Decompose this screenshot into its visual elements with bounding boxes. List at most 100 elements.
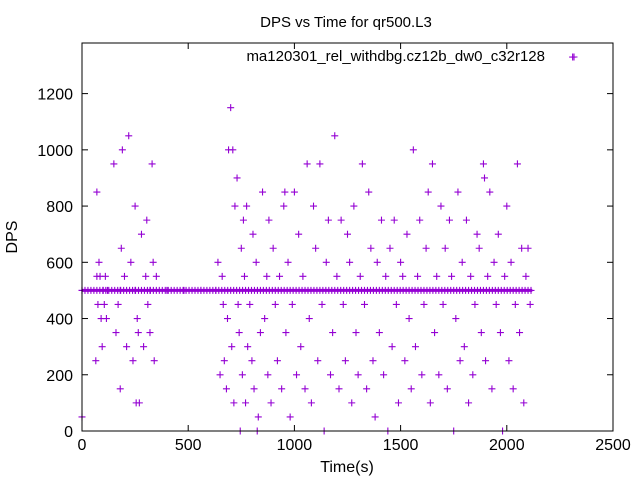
data-point	[318, 300, 326, 308]
data-point	[494, 230, 502, 238]
data-point	[431, 329, 439, 337]
data-point	[341, 357, 349, 365]
data-point	[394, 399, 402, 407]
data-point	[380, 371, 388, 379]
data-point	[520, 399, 528, 407]
data-point	[117, 244, 125, 252]
data-point	[375, 329, 383, 337]
data-point	[503, 202, 511, 210]
data-point	[242, 399, 250, 407]
data-point	[358, 160, 366, 168]
data-point	[281, 188, 289, 196]
data-point	[403, 230, 411, 238]
data-point	[263, 272, 271, 280]
data-point	[163, 286, 171, 294]
data-point	[131, 286, 139, 294]
data-point	[303, 160, 311, 168]
data-point	[110, 160, 118, 168]
data-point	[488, 385, 496, 393]
data-point	[100, 300, 108, 308]
y-axis-label: DPS	[4, 221, 21, 254]
data-point	[125, 132, 133, 140]
data-point	[418, 371, 426, 379]
data-point	[290, 188, 298, 196]
data-point	[414, 272, 422, 280]
y-tick-label: 800	[46, 199, 73, 216]
data-point	[316, 160, 324, 168]
data-point	[218, 272, 226, 280]
data-point	[261, 315, 269, 323]
data-point	[467, 272, 475, 280]
data-point	[452, 315, 460, 323]
data-point	[458, 258, 466, 266]
data-point	[231, 202, 239, 210]
y-tick-label: 1200	[37, 87, 73, 104]
data-point	[329, 329, 337, 337]
data-point	[95, 258, 103, 266]
data-point	[235, 329, 243, 337]
data-point	[405, 315, 413, 323]
data-point	[352, 329, 360, 337]
data-point	[331, 132, 339, 140]
data-point	[243, 202, 251, 210]
data-point	[237, 244, 245, 252]
data-point	[295, 230, 303, 238]
data-point	[386, 244, 394, 252]
data-point	[269, 244, 277, 252]
x-tick-label: 2000	[489, 437, 525, 454]
data-point	[146, 286, 154, 294]
data-point	[92, 357, 100, 365]
data-point	[511, 300, 519, 308]
data-point	[239, 216, 247, 224]
data-point	[346, 258, 354, 266]
data-point	[134, 329, 142, 337]
data-point	[426, 399, 434, 407]
data-point	[123, 343, 131, 351]
data-point	[473, 230, 481, 238]
data-point	[339, 300, 347, 308]
data-point	[282, 329, 290, 337]
data-point	[230, 399, 238, 407]
data-point	[507, 258, 515, 266]
data-point	[527, 286, 535, 294]
data-point	[460, 343, 468, 351]
data-point	[118, 146, 126, 154]
y-tick-label: 1000	[37, 143, 73, 160]
data-point	[409, 146, 417, 154]
data-point	[214, 258, 222, 266]
data-point	[133, 315, 141, 323]
data-point	[297, 343, 305, 351]
x-tick-label: 1000	[277, 437, 313, 454]
data-point	[116, 385, 124, 393]
data-point	[244, 343, 252, 351]
data-point	[278, 385, 286, 393]
chart-title: DPS vs Time for qr500.L3	[260, 14, 432, 31]
data-point	[301, 385, 309, 393]
data-point	[422, 244, 430, 252]
data-point	[250, 385, 258, 393]
data-point	[390, 216, 398, 224]
data-point	[475, 244, 483, 252]
data-point	[229, 146, 237, 154]
data-point	[354, 371, 362, 379]
data-point	[112, 329, 120, 337]
data-point	[219, 300, 227, 308]
data-point	[420, 300, 428, 308]
data-point	[146, 329, 154, 337]
data-point	[228, 343, 236, 351]
data-point	[246, 300, 254, 308]
y-tick-label: 600	[46, 255, 73, 272]
data-point	[454, 188, 462, 196]
data-point	[496, 329, 504, 337]
data-point	[248, 357, 256, 365]
data-point	[469, 371, 477, 379]
data-point	[356, 272, 364, 280]
x-tick-label: 1500	[383, 437, 419, 454]
data-point	[411, 343, 419, 351]
data-point	[377, 216, 385, 224]
y-tick-label: 200	[46, 368, 73, 385]
data-point	[212, 286, 220, 294]
data-point	[220, 357, 228, 365]
data-point	[288, 300, 296, 308]
